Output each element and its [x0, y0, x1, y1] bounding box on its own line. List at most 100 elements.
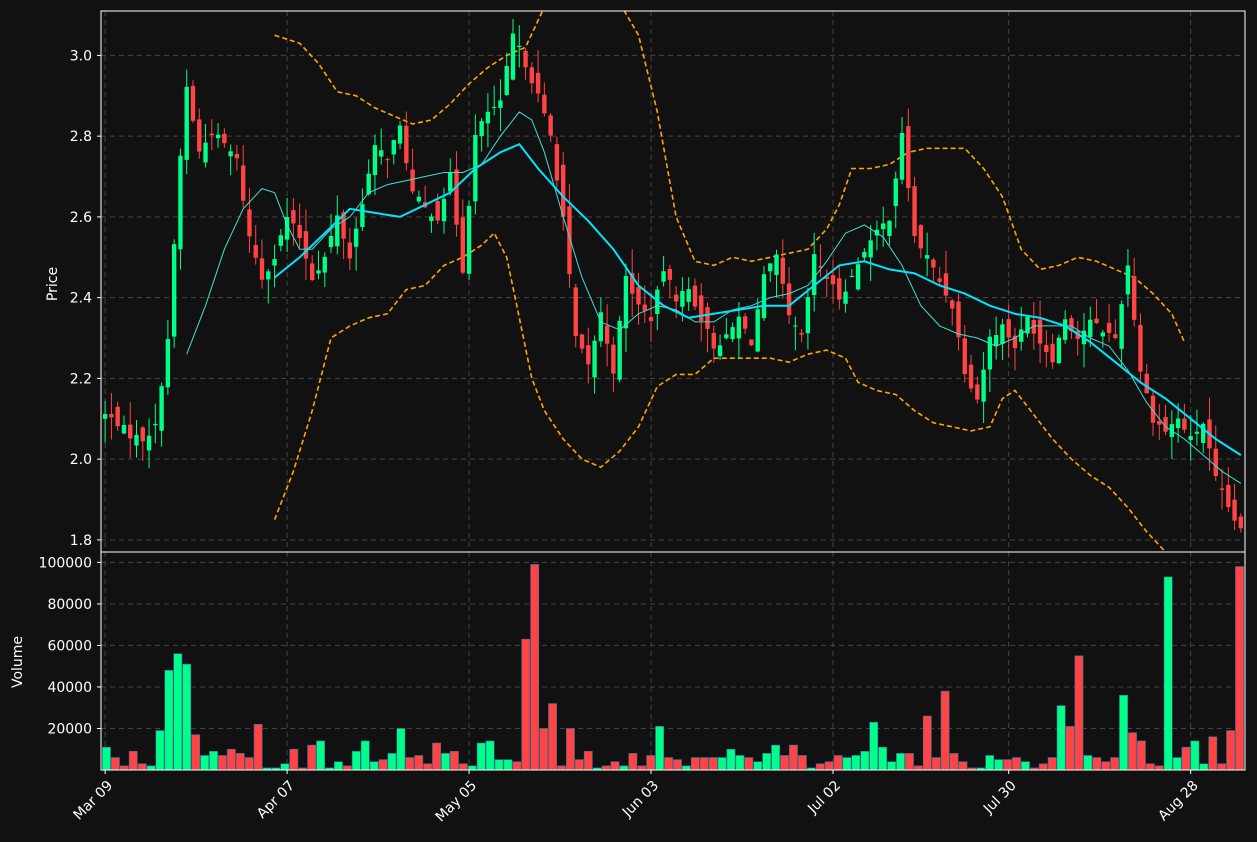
- volume-bar: [405, 757, 415, 771]
- volume-bar: [1110, 757, 1120, 771]
- volume-panel-frame: [100, 551, 1246, 771]
- volume-bar: [235, 753, 245, 771]
- candle-body: [115, 406, 120, 427]
- candle-body: [673, 294, 679, 302]
- volume-bar: [1181, 746, 1191, 771]
- candle-body: [404, 125, 409, 164]
- candle-body: [906, 126, 911, 189]
- candle-body: [165, 338, 171, 388]
- volume-bar: [253, 724, 263, 771]
- candle-body: [535, 72, 541, 94]
- volume-bar: [182, 663, 192, 771]
- candle-body: [849, 276, 855, 278]
- volume-grid: [101, 552, 1245, 770]
- volume-bar: [334, 761, 343, 771]
- candle-body: [1088, 319, 1093, 338]
- candle-body: [1113, 334, 1118, 338]
- candle-body: [824, 276, 829, 279]
- volume-bar: [780, 755, 789, 771]
- candle-body: [184, 86, 189, 160]
- candle-body: [1150, 395, 1156, 423]
- candle-body: [1037, 319, 1043, 344]
- upper-band-line: [274, 11, 1186, 343]
- volume-bar: [824, 761, 834, 771]
- volume-bar: [494, 759, 504, 771]
- candle-body: [573, 287, 578, 337]
- volume-tick-label: 40000: [47, 680, 92, 696]
- candle-body: [253, 244, 258, 258]
- volume-bar: [735, 755, 745, 771]
- candle-body: [931, 259, 936, 268]
- candle-body: [805, 297, 811, 334]
- candle-body: [1226, 484, 1231, 508]
- price-tick-label: 2.2: [70, 371, 92, 387]
- volume-bar: [432, 742, 441, 771]
- candle-body: [755, 309, 760, 352]
- candle-body: [429, 216, 434, 221]
- candle-body: [1144, 373, 1149, 394]
- candle-body: [1131, 276, 1137, 320]
- candle-body: [579, 334, 585, 349]
- candle-body: [297, 224, 302, 238]
- volume-bar: [913, 765, 923, 771]
- volume-bar: [1226, 730, 1236, 771]
- candle-body: [968, 364, 974, 389]
- candle-body: [410, 169, 415, 192]
- candle-body: [448, 172, 453, 192]
- moving-averages: [186, 111, 1242, 484]
- candle-body: [730, 327, 735, 340]
- volume-bar: [1128, 732, 1137, 771]
- candle-body: [1238, 516, 1244, 529]
- candle-body: [868, 240, 873, 258]
- candle-body: [190, 85, 196, 121]
- candle-body: [937, 278, 942, 282]
- volume-bar: [708, 757, 718, 771]
- volume-bar: [485, 740, 495, 771]
- candle-body: [178, 155, 183, 250]
- candle-body: [617, 320, 622, 380]
- candle-body: [950, 300, 955, 309]
- volume-bar: [102, 746, 111, 771]
- volume-bar: [860, 751, 870, 771]
- volume-bar: [583, 751, 593, 771]
- price-tick-label: 2.0: [70, 452, 92, 468]
- candle-body: [586, 345, 591, 365]
- volume-bar: [574, 759, 584, 771]
- candle-body: [855, 264, 861, 290]
- candle-body: [504, 66, 509, 95]
- candle-body: [215, 134, 221, 139]
- volume-bar: [119, 765, 129, 771]
- candle-body: [943, 273, 949, 296]
- candle-body: [661, 271, 666, 282]
- candles: [102, 18, 1244, 533]
- candle-body: [761, 274, 767, 319]
- volume-bar: [681, 765, 691, 771]
- volume-bar: [601, 765, 611, 771]
- candle-body: [818, 266, 823, 268]
- volume-bar: [1119, 694, 1128, 771]
- candle-body: [1050, 343, 1055, 363]
- candle-body: [1100, 332, 1106, 337]
- candle-body: [1157, 421, 1162, 425]
- volume-bar: [1065, 726, 1075, 771]
- price-grid: [101, 11, 1245, 552]
- volume-bar: [985, 755, 995, 771]
- price-tick-label: 2.4: [70, 291, 92, 307]
- candle-body: [1125, 265, 1131, 295]
- volume-bar: [887, 761, 896, 771]
- candle-body: [153, 423, 158, 426]
- candle-body: [611, 344, 616, 374]
- candle-body: [749, 339, 754, 346]
- candle-body: [259, 258, 265, 280]
- volume-bar: [842, 757, 852, 771]
- volume-tick-label: 60000: [47, 638, 92, 654]
- candle-body: [924, 255, 930, 259]
- volume-bar: [441, 753, 450, 771]
- candle-body: [491, 106, 497, 108]
- candle-body: [975, 384, 980, 400]
- candle-body: [353, 228, 359, 247]
- candle-body: [1019, 329, 1024, 342]
- price-axis-label: Price: [45, 267, 61, 301]
